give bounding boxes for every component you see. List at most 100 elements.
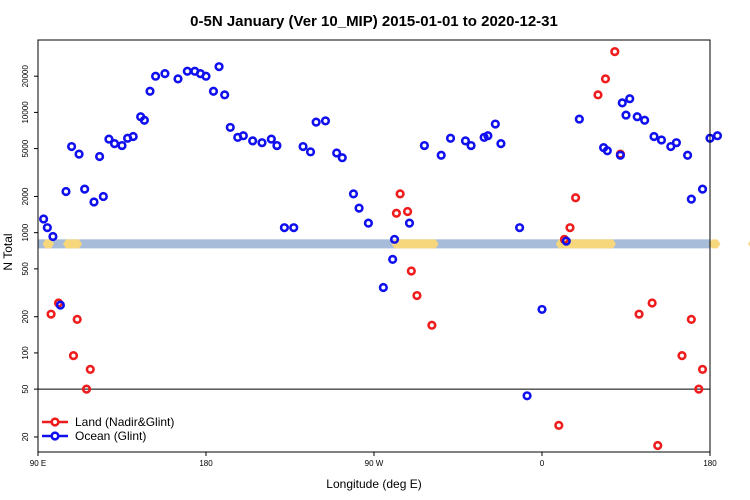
point-ocean-glint [42, 223, 52, 233]
point-ocean-glint [682, 150, 693, 160]
point-ocean-glint [38, 214, 49, 224]
point-ocean-glint [61, 186, 71, 197]
point-ocean-glint [602, 146, 612, 156]
point-ocean-glint [80, 184, 90, 194]
point-ocean-glint [104, 134, 114, 144]
land-ocean-band [38, 239, 750, 249]
y-axis-label: N Total [1, 233, 15, 270]
data-points [38, 47, 723, 451]
land-segment [63, 239, 83, 249]
point-ocean-glint [389, 234, 400, 244]
y-tick-label: 1000 [21, 223, 30, 241]
point-ocean-glint [109, 139, 120, 149]
point-ocean-glint [298, 141, 308, 152]
point-ocean-glint [201, 71, 211, 81]
y-tick-label: 5000 [21, 139, 30, 157]
point-ocean-glint [686, 194, 696, 204]
point-ocean-glint [697, 184, 708, 194]
point-ocean-glint [220, 90, 230, 100]
point-land-nadir-glint [85, 364, 95, 374]
point-ocean-glint [48, 231, 58, 242]
point-ocean-glint [332, 148, 342, 158]
y-tick-label: 100 [21, 346, 30, 360]
y-tick-label: 50 [21, 384, 30, 393]
y-tick-label: 10000 [21, 101, 30, 124]
point-ocean-glint [348, 189, 359, 199]
y-tick-label: 2000 [21, 187, 30, 205]
point-land-nadir-glint [81, 384, 92, 394]
point-land-nadir-glint [403, 206, 413, 217]
point-land-nadir-glint [647, 298, 657, 308]
point-ocean-glint [337, 153, 347, 163]
point-ocean-glint [363, 218, 374, 228]
point-ocean-glint [574, 114, 584, 124]
y-tick-label: 20000 [21, 65, 30, 88]
x-axis: 90 E 180 90 W 0 180 [30, 452, 717, 468]
point-ocean-glint [640, 115, 650, 125]
point-ocean-glint [621, 110, 631, 120]
point-ocean-glint [656, 135, 667, 145]
x-tick-label: 90 E [30, 459, 46, 468]
point-land-nadir-glint [686, 314, 696, 324]
point-ocean-glint [145, 86, 155, 96]
y-tick-label: 20 [21, 432, 30, 441]
land-segment [42, 239, 55, 249]
point-ocean-glint [305, 147, 316, 157]
x-axis-label: Longitude (deg E) [326, 477, 421, 491]
point-ocean-glint [419, 140, 430, 151]
x-tick-label: 180 [703, 459, 717, 468]
legend-label-land-nadir-glint: Land (Nadir&Glint) [75, 415, 174, 429]
point-ocean-glint [490, 119, 500, 129]
point-ocean-glint [671, 138, 682, 148]
point-ocean-glint [266, 134, 276, 144]
point-ocean-glint [66, 141, 77, 152]
point-ocean-glint [160, 69, 170, 79]
point-ocean-glint [625, 94, 635, 104]
y-tick-label: 500 [21, 262, 30, 276]
point-ocean-glint [615, 150, 626, 160]
point-ocean-glint [712, 131, 723, 141]
point-ocean-glint [139, 115, 149, 125]
point-land-nadir-glint [72, 314, 82, 324]
land-segment [391, 239, 439, 249]
point-ocean-glint [320, 116, 331, 126]
point-land-nadir-glint [593, 90, 603, 100]
point-ocean-glint [98, 191, 108, 202]
ocean-band [38, 239, 710, 249]
y-tick-label: 200 [21, 309, 30, 323]
point-ocean-glint [248, 136, 258, 146]
point-ocean-glint [225, 122, 235, 133]
point-land-nadir-glint [610, 47, 620, 57]
point-ocean-glint [466, 140, 476, 151]
y-axis: 20 50 100 200 500 1000 2000 5000 10000 20000 [21, 65, 38, 441]
point-land-nadir-glint [391, 208, 402, 218]
point-land-nadir-glint [694, 384, 704, 394]
point-ocean-glint [94, 151, 105, 162]
point-ocean-glint [496, 139, 506, 149]
point-land-nadir-glint [570, 193, 581, 203]
point-ocean-glint [279, 223, 290, 233]
point-land-nadir-glint [554, 420, 564, 430]
point-land-nadir-glint [677, 350, 687, 361]
point-ocean-glint [561, 236, 571, 246]
point-ocean-glint [460, 136, 471, 146]
x-tick-label: 0 [540, 459, 545, 468]
point-ocean-glint [238, 131, 248, 141]
point-ocean-glint [208, 86, 219, 96]
point-land-nadir-glint [565, 223, 575, 233]
point-ocean-glint [632, 112, 642, 122]
point-ocean-glint [649, 131, 659, 142]
point-ocean-glint [173, 74, 183, 84]
legend: Land (Nadir&Glint)Ocean (Glint) [42, 415, 174, 443]
point-ocean-glint [214, 62, 224, 72]
point-land-nadir-glint [412, 290, 422, 301]
point-land-nadir-glint [653, 440, 663, 451]
point-ocean-glint [128, 131, 138, 142]
point-ocean-glint [272, 140, 282, 151]
point-ocean-glint [182, 66, 192, 76]
x-tick-label: 180 [199, 459, 213, 468]
point-land-nadir-glint [68, 350, 79, 361]
point-ocean-glint [483, 131, 493, 141]
point-land-nadir-glint [395, 189, 405, 199]
